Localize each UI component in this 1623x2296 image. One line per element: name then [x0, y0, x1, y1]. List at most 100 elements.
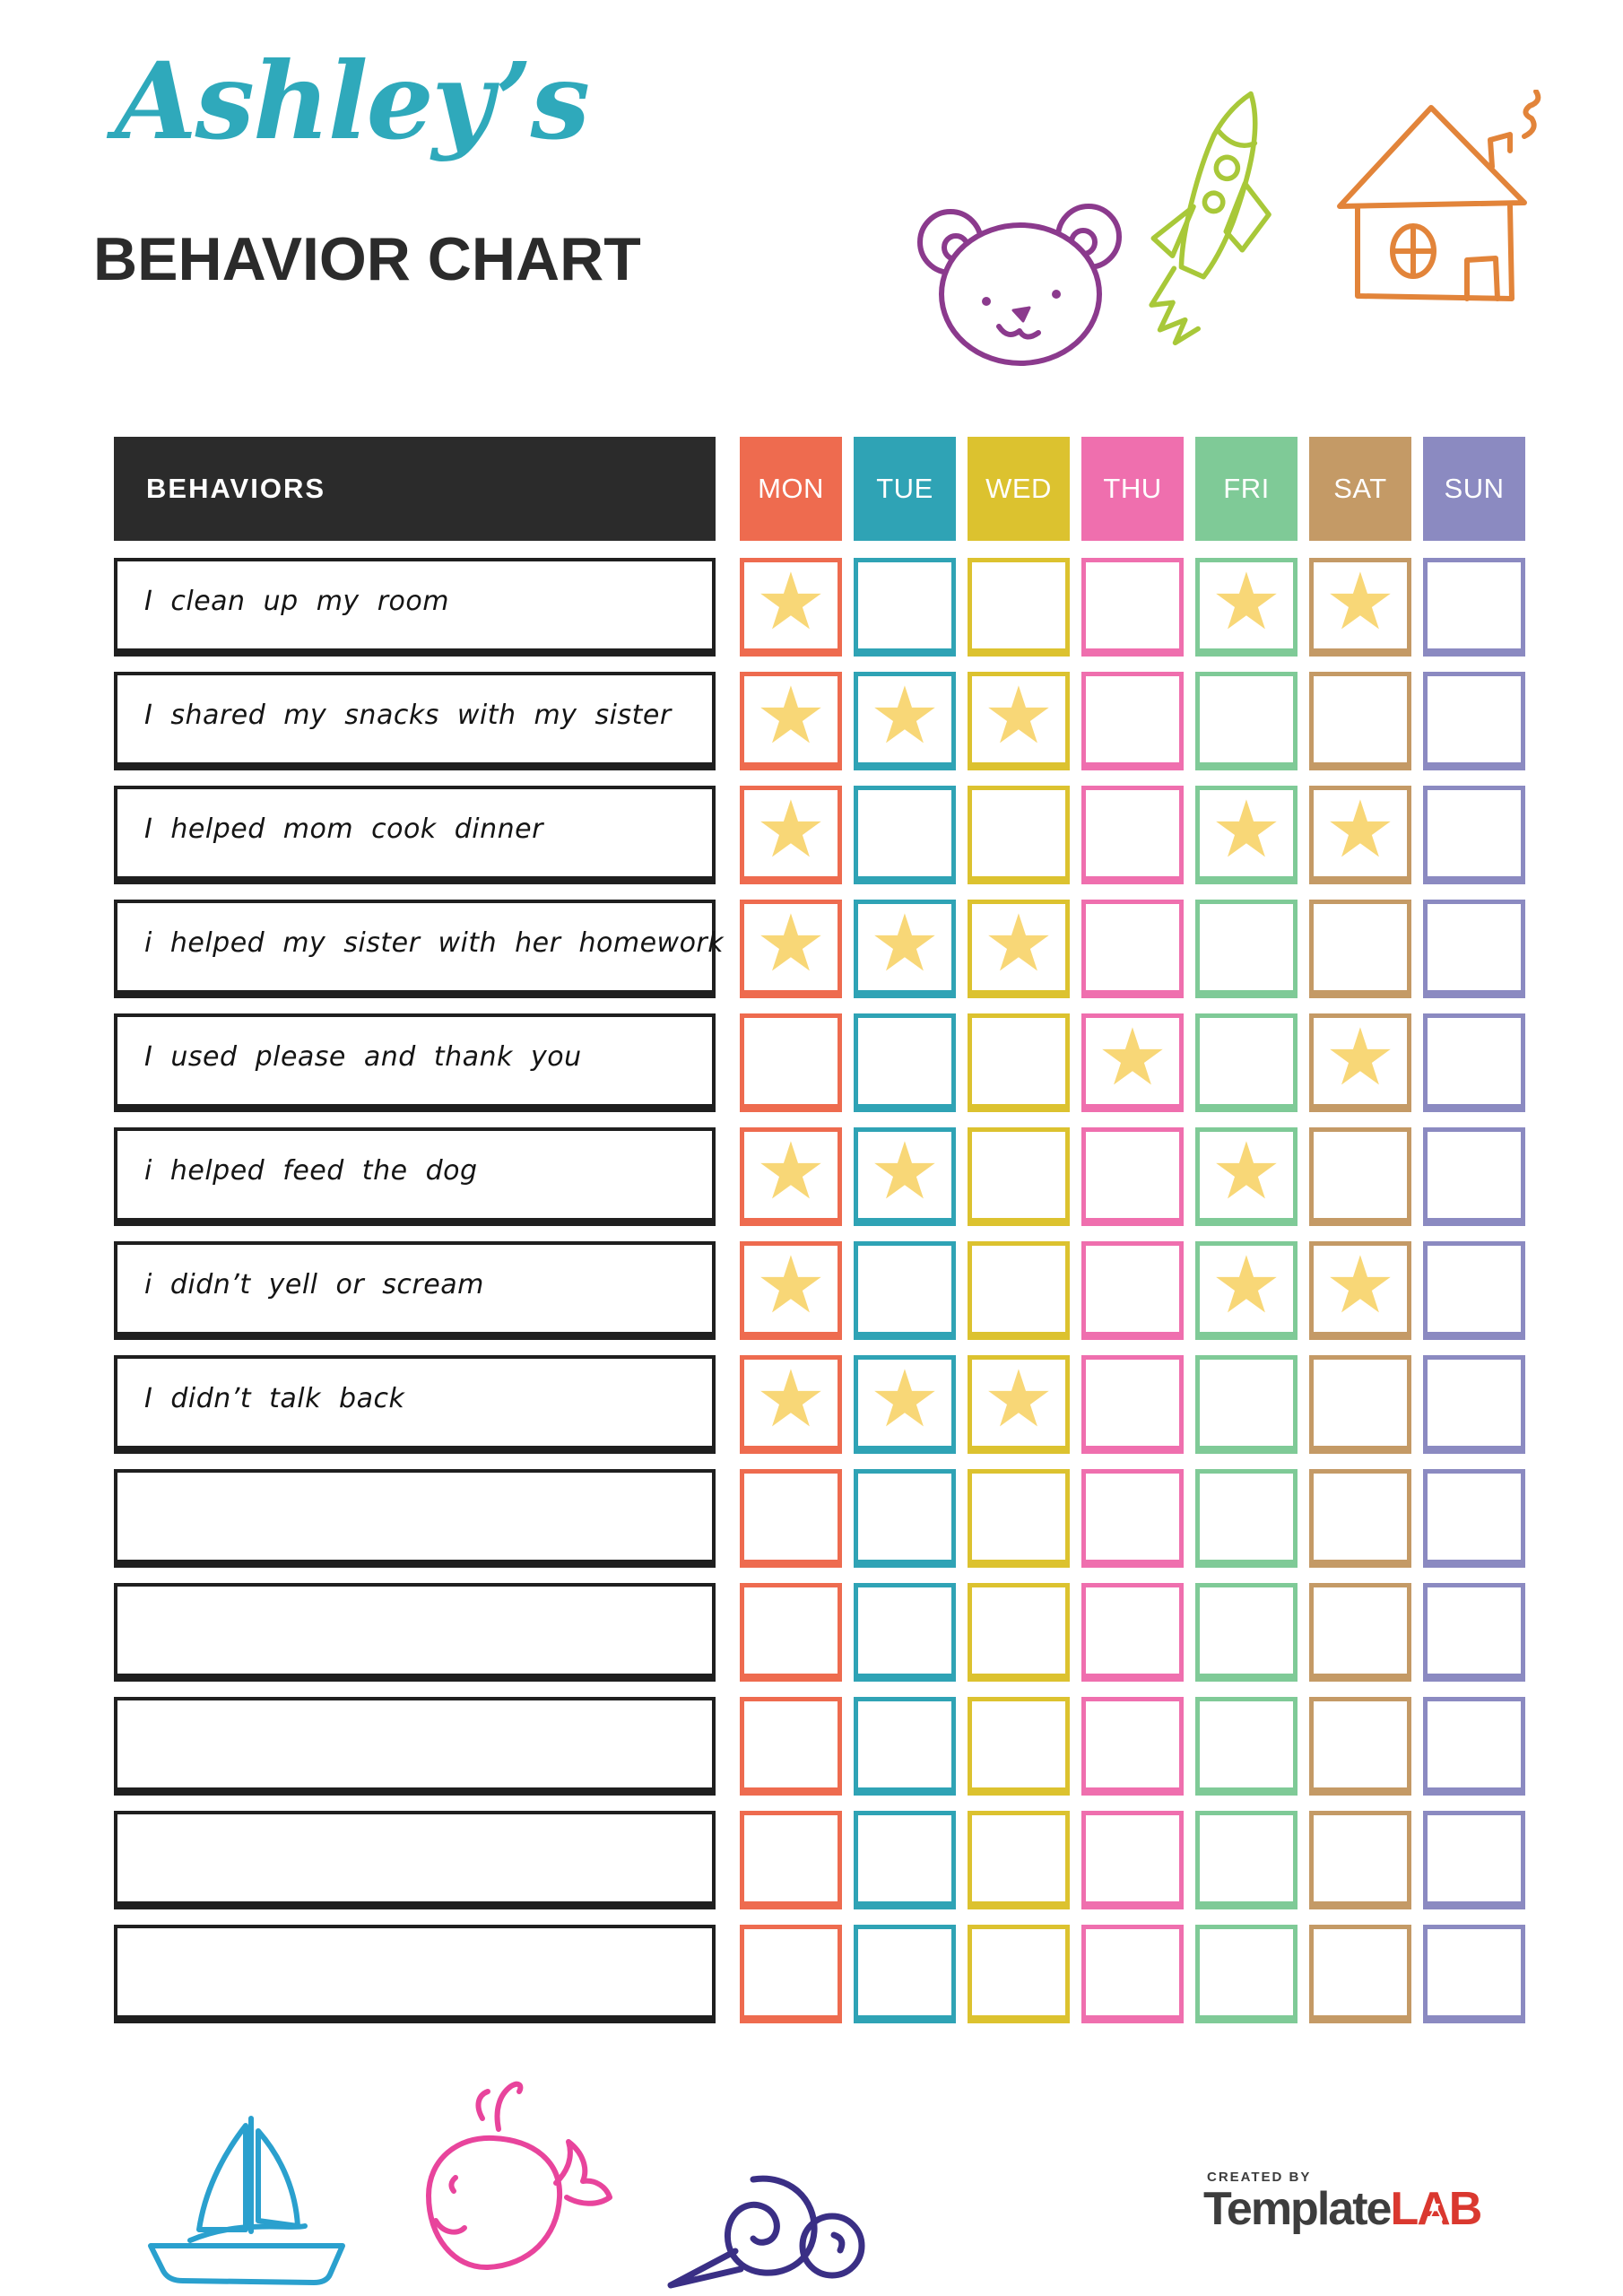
day-cell-sun	[1423, 1811, 1525, 1909]
day-cell-wed: ★	[968, 900, 1070, 998]
house-icon	[1325, 90, 1569, 303]
day-cell-sat: ★	[1309, 1241, 1411, 1340]
day-cell-sat	[1309, 1925, 1411, 2023]
day-cell-fri	[1195, 1013, 1298, 1112]
day-cell-fri	[1195, 1697, 1298, 1796]
day-cell-wed	[968, 558, 1070, 657]
day-cell-mon	[740, 1697, 842, 1796]
table-row	[114, 1925, 1531, 2023]
day-header-fri: FRI	[1195, 437, 1298, 541]
day-cell-sun	[1423, 558, 1525, 657]
day-cell-sun	[1423, 1241, 1525, 1340]
child-name-title: Ashley’s	[115, 39, 590, 163]
day-cell-wed	[968, 1583, 1070, 1682]
table-row: I didn’t talk back ★ ★ ★	[114, 1355, 1531, 1454]
day-cell-wed	[968, 1925, 1070, 2023]
day-header-mon: MON	[740, 437, 842, 541]
day-cell-tue	[854, 1241, 956, 1340]
day-cell-sat	[1309, 1811, 1411, 1909]
behavior-label: i helped my sister with her homework	[114, 900, 724, 998]
behavior-label	[114, 1583, 716, 1682]
table-row: I used please and thank you ★ ★	[114, 1013, 1531, 1112]
day-header-sat: SAT	[1309, 437, 1411, 541]
day-cell-fri: ★	[1195, 786, 1298, 884]
day-cell-mon	[740, 1013, 842, 1112]
day-cell-sat: ★	[1309, 558, 1411, 657]
day-cell-mon	[740, 1469, 842, 1568]
day-cell-mon	[740, 1811, 842, 1909]
star-icon: ★	[1097, 1011, 1168, 1103]
brand-lab: LAB	[1390, 2183, 1482, 2235]
day-cell-tue	[854, 786, 956, 884]
day-cell-sat	[1309, 900, 1411, 998]
day-cell-fri	[1195, 1583, 1298, 1682]
day-cell-thu	[1081, 1355, 1184, 1454]
day-cell-thu: ★	[1081, 1013, 1184, 1112]
star-icon: ★	[983, 1352, 1055, 1445]
page-title: BEHAVIOR CHART	[93, 225, 641, 293]
behavior-label	[114, 1697, 716, 1796]
star-icon: ★	[755, 1125, 827, 1217]
day-cell-sun	[1423, 672, 1525, 770]
day-header-sun: SUN	[1423, 437, 1525, 541]
table-row	[114, 1469, 1531, 1568]
star-icon: ★	[1211, 783, 1282, 875]
table-row	[114, 1583, 1531, 1682]
day-cell-wed	[968, 1697, 1070, 1796]
star-icon: ★	[755, 669, 827, 761]
star-icon: ★	[755, 1239, 827, 1331]
table-row: I helped mom cook dinner ★ ★ ★	[114, 786, 1531, 884]
day-cell-sun	[1423, 1583, 1525, 1682]
day-cell-sun	[1423, 1697, 1525, 1796]
day-cell-sun	[1423, 1127, 1525, 1226]
day-cell-sat	[1309, 1697, 1411, 1796]
behavior-label	[114, 1469, 716, 1568]
star-icon: ★	[1324, 783, 1396, 875]
snail-icon	[647, 2151, 872, 2290]
day-cell-sun	[1423, 1925, 1525, 2023]
day-cell-mon: ★	[740, 1241, 842, 1340]
day-cell-sat	[1309, 1355, 1411, 1454]
star-icon: ★	[1211, 1125, 1282, 1217]
behavior-label: I helped mom cook dinner	[114, 786, 716, 884]
day-cell-sun	[1423, 1469, 1525, 1568]
day-cell-mon	[740, 1583, 842, 1682]
day-cell-sat: ★	[1309, 1013, 1411, 1112]
day-cell-wed: ★	[968, 672, 1070, 770]
star-icon: ★	[755, 1352, 827, 1445]
day-cell-thu	[1081, 672, 1184, 770]
behavior-label	[114, 1925, 716, 2023]
day-cell-thu	[1081, 1241, 1184, 1340]
day-cell-fri	[1195, 1811, 1298, 1909]
behaviors-column-header: BEHAVIORS	[114, 437, 716, 541]
star-icon: ★	[755, 897, 827, 989]
day-cell-sun	[1423, 1355, 1525, 1454]
day-cell-wed	[968, 1241, 1070, 1340]
table-row: I clean up my room ★ ★ ★	[114, 558, 1531, 657]
behavior-label	[114, 1811, 716, 1909]
behavior-label: I clean up my room	[114, 558, 716, 657]
behavior-label: I shared my snacks with my sister	[114, 672, 716, 770]
day-cell-tue	[854, 1811, 956, 1909]
star-icon: ★	[983, 897, 1055, 989]
star-icon: ★	[1324, 1011, 1396, 1103]
day-cell-sun	[1423, 1013, 1525, 1112]
star-icon: ★	[869, 1352, 941, 1445]
day-cell-tue: ★	[854, 672, 956, 770]
table-row	[114, 1697, 1531, 1796]
created-by-label: CREATED BY	[1207, 2170, 1312, 2185]
day-cell-wed	[968, 1811, 1070, 1909]
templatelab-logo: Template LAB	[1203, 2182, 1482, 2236]
table-body: I clean up my room ★ ★ ★ I shared my snacks …	[114, 558, 1531, 2047]
bear-icon	[913, 199, 1128, 370]
sailboat-icon	[124, 2106, 370, 2285]
day-cell-mon: ★	[740, 900, 842, 998]
day-cell-tue	[854, 1697, 956, 1796]
day-cell-sat	[1309, 1469, 1411, 1568]
behavior-label: I didn’t talk back	[114, 1355, 716, 1454]
day-cell-sat	[1309, 1583, 1411, 1682]
day-cell-tue: ★	[854, 900, 956, 998]
table-row: I shared my snacks with my sister ★ ★ ★	[114, 672, 1531, 770]
day-cell-fri	[1195, 900, 1298, 998]
